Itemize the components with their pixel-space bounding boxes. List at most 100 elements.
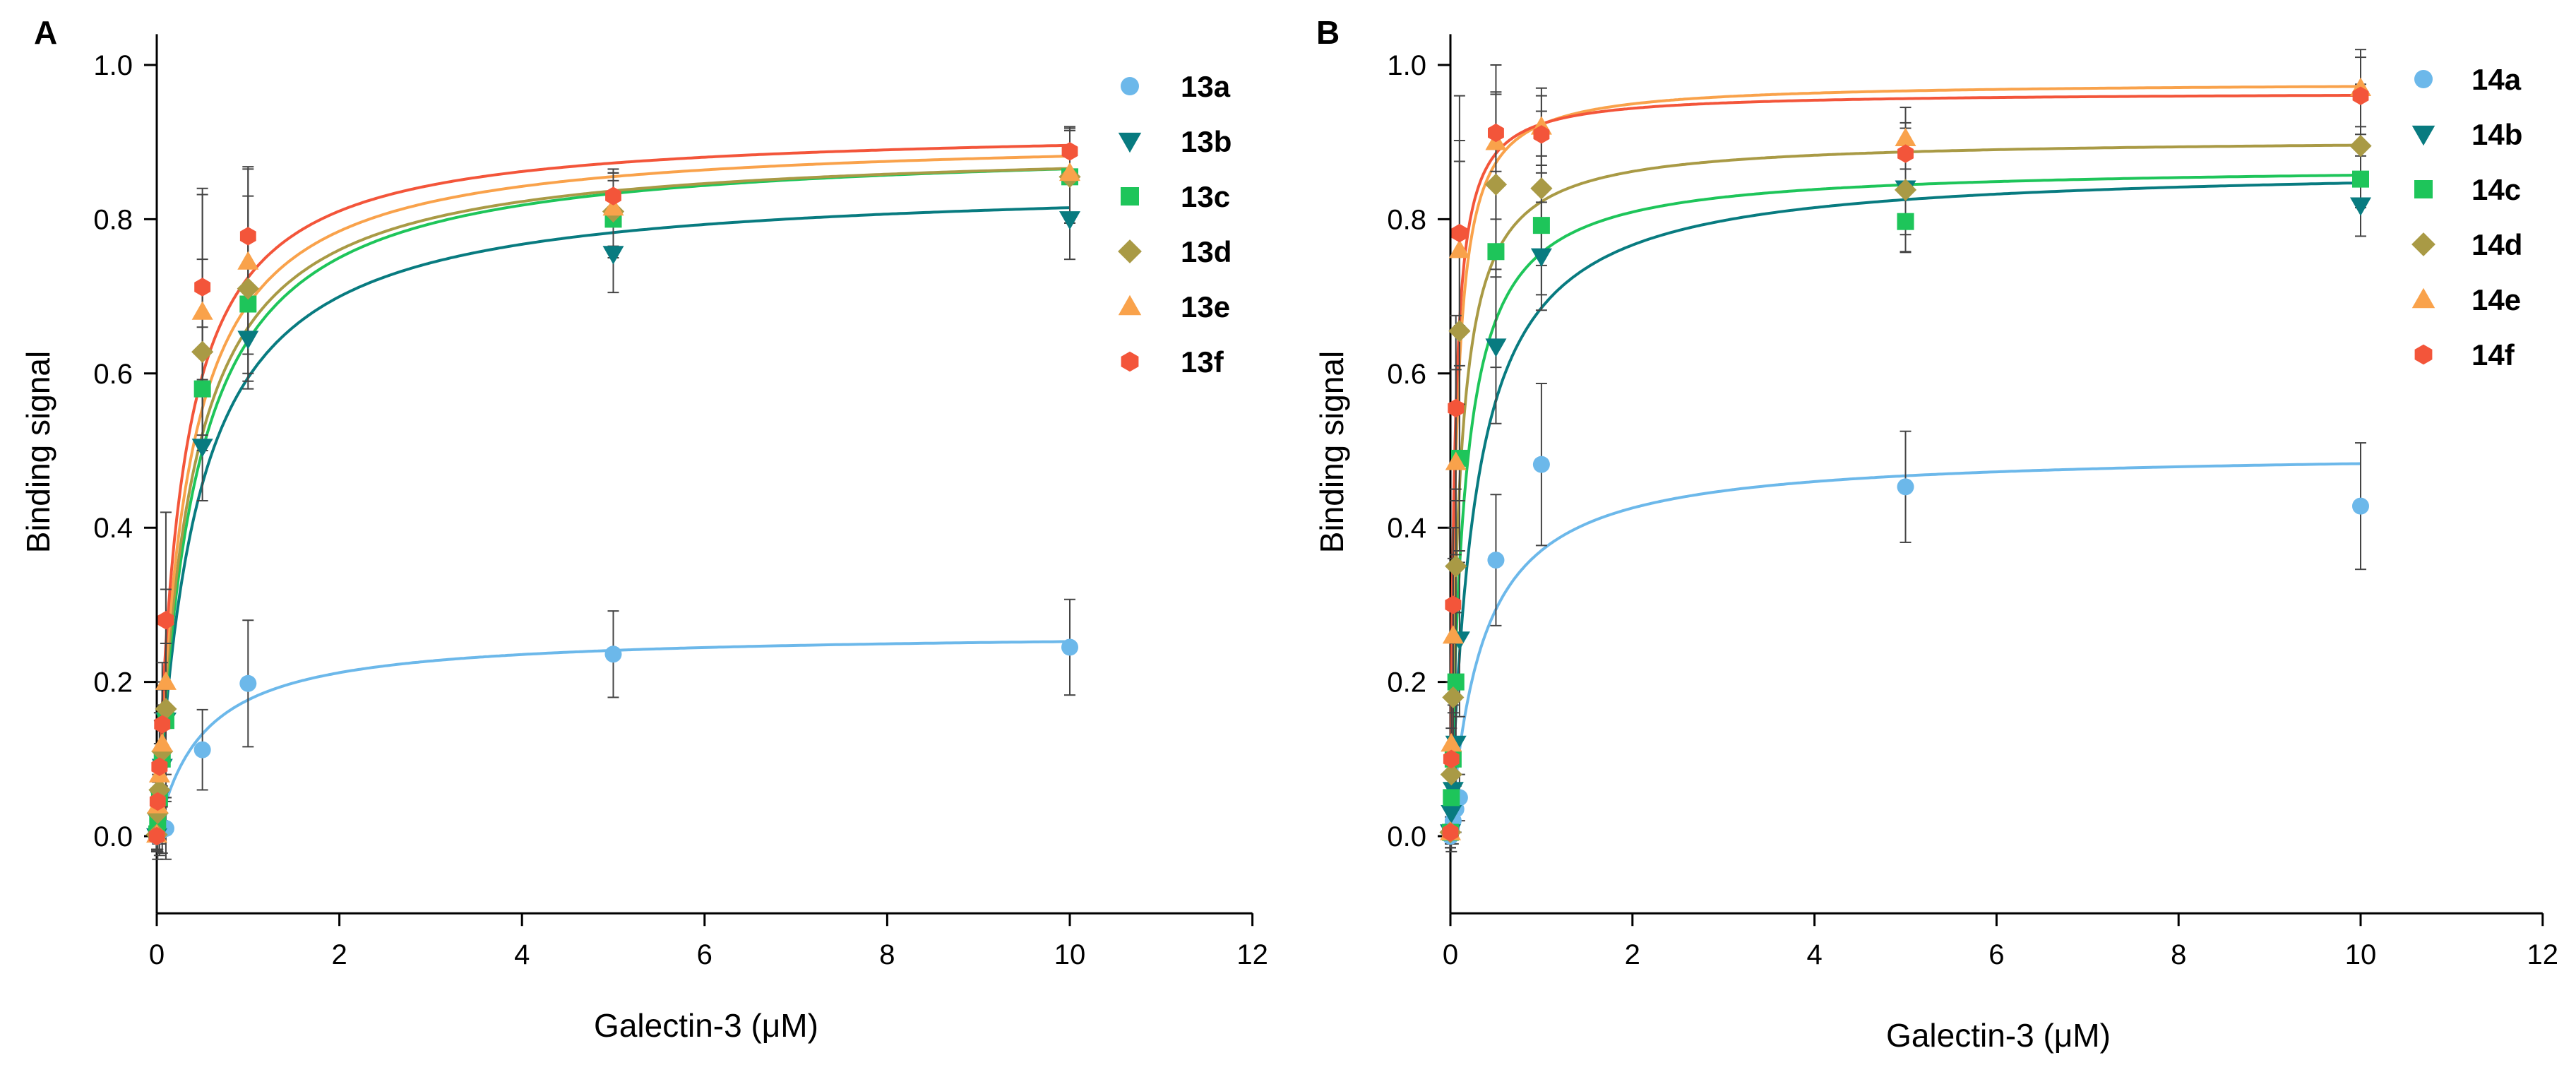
legend-marker-13a bbox=[1121, 77, 1139, 95]
data-point-14f bbox=[1448, 398, 1465, 418]
data-point-13f bbox=[151, 757, 168, 776]
x-tick-label: 6 bbox=[697, 939, 712, 970]
data-point-14d bbox=[1484, 173, 1508, 196]
y-tick-label: 0.2 bbox=[93, 667, 133, 698]
data-point-14f bbox=[1488, 123, 1504, 143]
legend-label-14a: 14a bbox=[2471, 63, 2522, 96]
data-point-14b bbox=[1441, 804, 1462, 824]
fit-curve-14a bbox=[1449, 462, 2361, 836]
data-point-14b bbox=[1485, 338, 1507, 357]
panel-b: B Galectin-3 (μM) Binding signal 0 2 4 6 8 10… bbox=[1313, 14, 2558, 1054]
legend-marker-13b bbox=[1118, 132, 1142, 153]
x-tick-label: 10 bbox=[1054, 939, 1086, 970]
legend-label-14e: 14e bbox=[2471, 283, 2521, 316]
fit-curve-14e bbox=[1449, 85, 2361, 836]
data-point-13c bbox=[193, 380, 211, 398]
y-tick-label: 0.4 bbox=[93, 513, 133, 544]
legend-marker-13e bbox=[1118, 294, 1142, 316]
legend-label-14c: 14c bbox=[2471, 173, 2521, 206]
y-axis-title: Binding signal bbox=[20, 351, 56, 553]
data-point-14e bbox=[1441, 732, 1462, 752]
y-tick-label: 0.8 bbox=[93, 204, 133, 235]
data-point-14e bbox=[1895, 127, 1916, 146]
data-point-13a bbox=[239, 674, 257, 692]
data-point-14c bbox=[1447, 673, 1465, 691]
data-point-13f bbox=[239, 227, 256, 246]
data-point-13f bbox=[148, 826, 165, 846]
legend-marker-14c bbox=[2414, 180, 2433, 198]
legend-label-13e: 13e bbox=[1181, 290, 1230, 323]
data-point-13d bbox=[155, 698, 177, 720]
legend-marker-14e bbox=[2411, 287, 2435, 309]
data-point-14f bbox=[1445, 595, 1462, 614]
data-point-13f bbox=[149, 792, 166, 811]
data-point-14b bbox=[2350, 197, 2371, 216]
data-point-14b bbox=[1530, 248, 1552, 267]
legend-label-13f: 13f bbox=[1181, 345, 1224, 379]
data-point-13e bbox=[1059, 162, 1080, 182]
legend-marker-14f bbox=[2414, 344, 2433, 365]
data-point-14d bbox=[1448, 320, 1471, 343]
data-point-14a bbox=[1897, 478, 1914, 496]
data-point-13b bbox=[191, 439, 213, 458]
data-point-14f bbox=[1533, 125, 1550, 144]
legend-label-13d: 13d bbox=[1181, 235, 1232, 268]
data-point-13f bbox=[1061, 142, 1078, 161]
y-tick-label: 0.6 bbox=[1387, 359, 1426, 390]
data-point-13e bbox=[151, 732, 173, 752]
data-point-14c bbox=[1487, 243, 1505, 261]
data-point-14f bbox=[2352, 86, 2369, 105]
data-point-14f bbox=[1443, 749, 1460, 768]
legend-label-14f: 14f bbox=[2471, 338, 2515, 371]
x-tick-label: 0 bbox=[149, 939, 165, 970]
data-point-14f bbox=[1897, 144, 1914, 163]
data-point-13a bbox=[1061, 638, 1078, 656]
fit-curve-13e bbox=[155, 155, 1071, 836]
data-point-13e bbox=[237, 251, 259, 270]
fit-curve-14d bbox=[1449, 143, 2361, 836]
x-axis-title: Galectin-3 (μM) bbox=[1886, 1017, 2111, 1054]
data-point-13f bbox=[157, 611, 174, 630]
data-point-14d bbox=[2349, 135, 2372, 157]
data-point-14c bbox=[1443, 789, 1460, 807]
data-point-13d bbox=[191, 340, 214, 363]
data-point-14d bbox=[1445, 555, 1467, 578]
data-point-13d bbox=[148, 778, 171, 802]
data-point-14e bbox=[1448, 239, 1470, 258]
panel-letter: B bbox=[1316, 14, 1340, 51]
legend-label-14d: 14d bbox=[2471, 228, 2522, 261]
data-point-14e bbox=[1445, 451, 1467, 470]
data-point-13e bbox=[191, 301, 213, 320]
data-point-14f bbox=[1451, 223, 1468, 243]
x-tick-label: 10 bbox=[2345, 939, 2377, 970]
y-tick-label: 0.0 bbox=[1387, 821, 1426, 852]
y-tick-label: 0.6 bbox=[93, 359, 133, 390]
data-point-14a bbox=[2352, 497, 2369, 515]
legend-marker-13f bbox=[1121, 351, 1139, 372]
y-tick-label: 0.0 bbox=[93, 821, 133, 852]
legend-label-14b: 14b bbox=[2471, 118, 2522, 151]
data-point-14c bbox=[1532, 217, 1550, 234]
data-point-14e bbox=[1442, 625, 1464, 644]
data-point-13a bbox=[604, 645, 622, 663]
x-tick-label: 8 bbox=[2171, 939, 2186, 970]
data-point-14a bbox=[1532, 456, 1550, 473]
y-tick-label: 0.8 bbox=[1387, 204, 1426, 235]
x-axis-title: Galectin-3 (μM) bbox=[594, 1007, 818, 1044]
x-tick-label: 2 bbox=[331, 939, 347, 970]
data-point-14d bbox=[1530, 177, 1553, 200]
fit-curve-14b bbox=[1449, 181, 2361, 836]
data-point-14d bbox=[1440, 763, 1462, 786]
x-tick-label: 8 bbox=[879, 939, 895, 970]
y-tick-label: 1.0 bbox=[1387, 50, 1426, 81]
data-point-13e bbox=[602, 197, 624, 216]
fit-curve-13d bbox=[155, 167, 1071, 836]
data-point-13b bbox=[237, 331, 259, 350]
legend-marker-13c bbox=[1121, 187, 1139, 206]
fit-curve-13b bbox=[155, 206, 1071, 836]
x-tick-label: 0 bbox=[1443, 939, 1458, 970]
y-tick-label: 0.2 bbox=[1387, 667, 1426, 698]
data-point-13d bbox=[237, 278, 259, 300]
fit-curve-14f bbox=[1449, 93, 2361, 836]
